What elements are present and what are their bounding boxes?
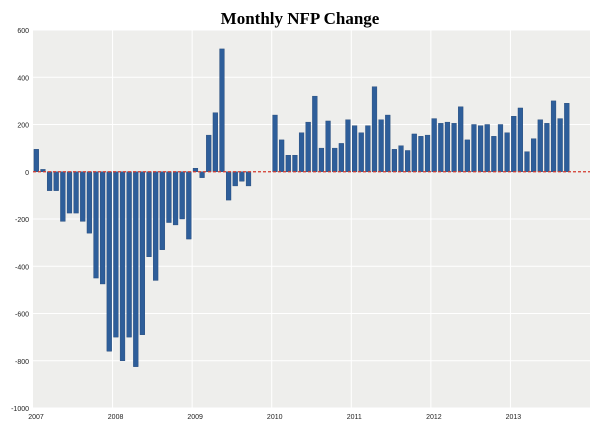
bar	[365, 125, 371, 172]
bar	[126, 171, 132, 338]
y-tick-label: 0	[25, 170, 29, 177]
bar	[119, 171, 126, 361]
bar	[544, 123, 550, 172]
bar	[438, 123, 444, 172]
bar	[153, 171, 159, 281]
bar	[484, 124, 490, 172]
bar	[206, 134, 212, 172]
bar	[411, 133, 417, 172]
bar	[53, 171, 59, 191]
bar	[60, 171, 66, 222]
bar	[524, 151, 530, 172]
bar	[557, 118, 563, 172]
bar	[212, 112, 218, 172]
bar	[458, 106, 464, 172]
gridlines	[33, 29, 590, 409]
bar	[371, 86, 378, 172]
bar	[464, 139, 470, 172]
bar	[93, 171, 99, 279]
bar	[385, 114, 391, 172]
y-tick-label: -200	[15, 217, 29, 224]
bar	[398, 145, 404, 172]
bar	[66, 171, 73, 214]
bar	[537, 119, 543, 172]
bar	[305, 121, 311, 172]
bar	[159, 171, 165, 250]
bar	[219, 48, 225, 172]
bar	[444, 121, 451, 172]
y-tick-label: 200	[17, 123, 29, 130]
bar	[113, 171, 119, 338]
y-tick-label: -400	[15, 264, 29, 271]
bar	[358, 132, 364, 172]
x-tick-label: 2007	[28, 414, 44, 421]
x-tick-label: 2010	[267, 414, 283, 421]
bar	[86, 171, 92, 234]
bar	[511, 116, 517, 172]
bar	[186, 171, 192, 240]
bar	[504, 132, 510, 172]
bar	[550, 100, 557, 172]
bar	[471, 124, 477, 172]
bar	[232, 171, 238, 187]
bar	[405, 150, 411, 172]
bar	[352, 125, 358, 172]
x-tick-label: 2012	[426, 414, 442, 421]
y-tick-label: -1000	[11, 406, 29, 413]
bar	[279, 139, 285, 172]
bar	[517, 107, 523, 172]
bar	[312, 95, 318, 172]
bar	[531, 138, 537, 172]
bar	[106, 171, 112, 352]
bar	[298, 132, 305, 172]
bar	[33, 149, 39, 172]
bar	[491, 136, 497, 172]
y-tick-label: -600	[15, 312, 29, 319]
y-tick-label: 600	[17, 28, 29, 35]
bar	[73, 171, 79, 214]
bar	[80, 171, 86, 222]
bar	[292, 155, 298, 172]
bar	[378, 119, 384, 172]
x-tick-label: 2009	[187, 414, 203, 421]
bar	[325, 120, 331, 172]
bar	[431, 118, 437, 172]
bar	[451, 123, 457, 172]
bar	[391, 149, 397, 172]
bar	[338, 143, 344, 172]
bar	[239, 171, 245, 182]
chart-title: Monthly NFP Change	[221, 9, 380, 28]
y-axis-ticks: 600 400 200 0 -200 -400 -600 -800 -1000	[11, 28, 29, 413]
bar	[100, 171, 106, 285]
bar	[497, 124, 504, 172]
x-tick-label: 2013	[506, 414, 522, 421]
bar	[40, 169, 46, 172]
bar	[478, 125, 484, 172]
bar	[139, 171, 145, 335]
bar	[46, 171, 53, 191]
bar	[199, 171, 205, 178]
x-tick-label: 2011	[347, 414, 362, 421]
y-tick-label: -800	[15, 359, 29, 366]
bar	[146, 171, 152, 258]
bar	[424, 134, 431, 172]
x-tick-label: 2008	[108, 414, 124, 421]
bar	[345, 119, 351, 172]
bar	[245, 171, 252, 187]
bar	[226, 171, 232, 201]
bar	[133, 171, 139, 367]
bar	[179, 171, 185, 220]
bar	[172, 171, 179, 226]
bar	[272, 114, 278, 172]
bars	[33, 48, 570, 367]
bar	[318, 147, 325, 172]
bar	[285, 155, 291, 172]
bar	[564, 103, 570, 172]
y-tick-label: 400	[17, 75, 29, 82]
bar	[418, 136, 424, 172]
bar	[332, 147, 338, 172]
x-axis-ticks: 2007 2008 2009 2010 2011 2012 2013	[28, 414, 521, 421]
bar	[166, 171, 172, 223]
